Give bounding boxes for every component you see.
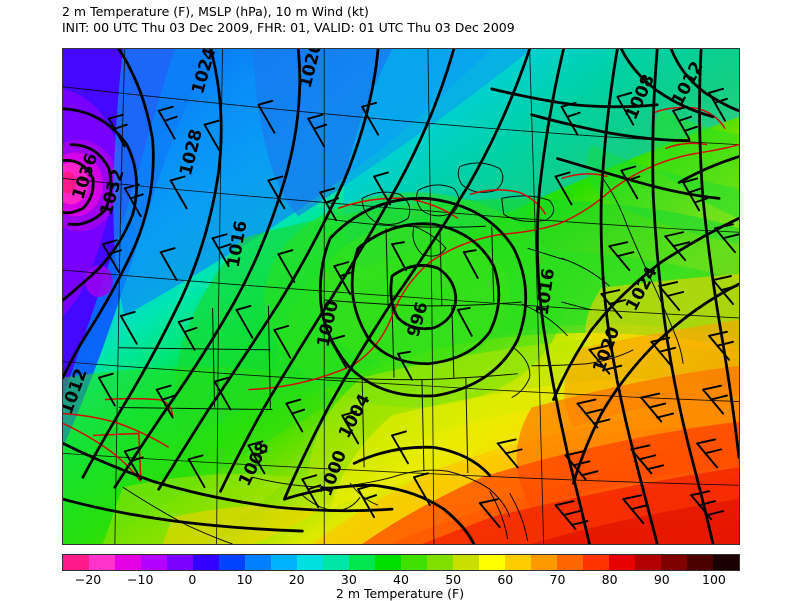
colorbar-cell — [505, 555, 531, 570]
temperature-fill-layer — [63, 49, 739, 544]
colorbar-tick: 30 — [340, 572, 357, 587]
colorbar-cell — [401, 555, 427, 570]
colorbar-cell — [609, 555, 635, 570]
colorbar-tick: 80 — [601, 572, 618, 587]
colorbar-cell — [271, 555, 297, 570]
colorbar-cell — [141, 555, 167, 570]
colorbar-tick: −10 — [127, 572, 154, 587]
figure-title-block: 2 m Temperature (F), MSLP (hPa), 10 m Wi… — [62, 4, 762, 35]
colorbar-tick: 50 — [445, 572, 462, 587]
colorbar-tick: 20 — [288, 572, 305, 587]
colorbar-tick: 60 — [497, 572, 514, 587]
colorbar-cell — [349, 555, 375, 570]
wind-barb-layer — [63, 49, 739, 544]
colorbar-cell — [193, 555, 219, 570]
colorbar-cell — [297, 555, 323, 570]
map-plot-area: 1036 1032 1028 1016 1012 1008 1000 996 1… — [62, 48, 740, 545]
colorbar-cell — [453, 555, 479, 570]
colorbar-cell — [323, 555, 349, 570]
colorbar-cell — [687, 555, 713, 570]
colorbar-axis-label: 2 m Temperature (F) — [335, 586, 465, 601]
colorbar-cell — [115, 555, 141, 570]
colorbar-cell — [63, 555, 89, 570]
colorbar — [62, 554, 740, 571]
figure-title-line-2: INIT: 00 UTC Thu 03 Dec 2009, FHR: 01, V… — [62, 19, 515, 35]
colorbar-tick-labels: −20 −10 0 10 20 30 40 50 60 70 80 90 100 — [62, 572, 740, 588]
mslp-contour-layer: 1036 1032 1028 1016 1012 1008 1000 996 1… — [63, 49, 739, 544]
colorbar-cell — [219, 555, 245, 570]
colorbar-cell — [427, 555, 453, 570]
colorbar-cell — [557, 555, 583, 570]
figure-title-line-1: 2 m Temperature (F), MSLP (hPa), 10 m Wi… — [62, 4, 369, 19]
geography-layer — [63, 49, 739, 544]
colorbar-tick: 100 — [701, 572, 726, 587]
colorbar-tick: 0 — [188, 572, 197, 587]
colorbar-cell — [479, 555, 505, 570]
colorbar-cell — [583, 555, 609, 570]
colorbar-cell — [245, 555, 271, 570]
colorbar-tick: 40 — [393, 572, 409, 587]
colorbar-cell — [531, 555, 557, 570]
colorbar-cell — [635, 555, 661, 570]
colorbar-cell — [375, 555, 401, 570]
colorbar-cell — [89, 555, 115, 570]
colorbar-cell — [661, 555, 687, 570]
colorbar-cell — [167, 555, 193, 570]
colorbar-tick: −20 — [74, 572, 102, 587]
colorbar-tick: 70 — [549, 572, 566, 587]
colorbar-cell — [713, 555, 739, 570]
colorbar-tick: 90 — [653, 572, 670, 587]
colorbar-tick: 10 — [236, 572, 253, 587]
